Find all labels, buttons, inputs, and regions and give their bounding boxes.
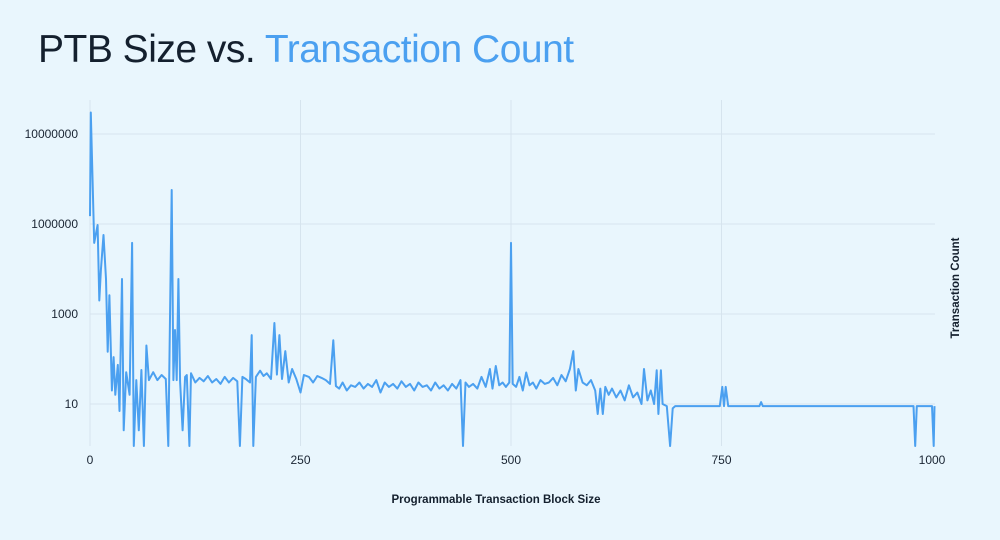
x-tick-label: 250 [290,453,310,467]
y-axis-label: Transaction Count [950,237,962,339]
y-tick-label: 10 [65,397,79,411]
grid [89,100,935,446]
title-prefix: PTB Size vs. [38,28,256,71]
y-axis-ticks: 10 1000 1000000 10000000 [25,127,79,411]
chart-title: PTB Size vs. Transaction Count [38,28,574,72]
x-tick-label: 1000 [919,453,946,467]
y-tick-label: 1000 [51,307,78,321]
x-axis-ticks: 0 250 500 750 1000 [87,453,946,467]
x-axis-label: Programmable Transaction Block Size [391,494,601,506]
x-tick-label: 0 [87,453,94,467]
title-highlight: Transaction Count [264,28,574,71]
y-tick-label: 1000000 [31,217,78,231]
x-tick-label: 750 [711,453,731,467]
series-line [89,111,936,447]
x-tick-label: 500 [501,453,521,467]
y-tick-label: 10000000 [25,127,79,141]
